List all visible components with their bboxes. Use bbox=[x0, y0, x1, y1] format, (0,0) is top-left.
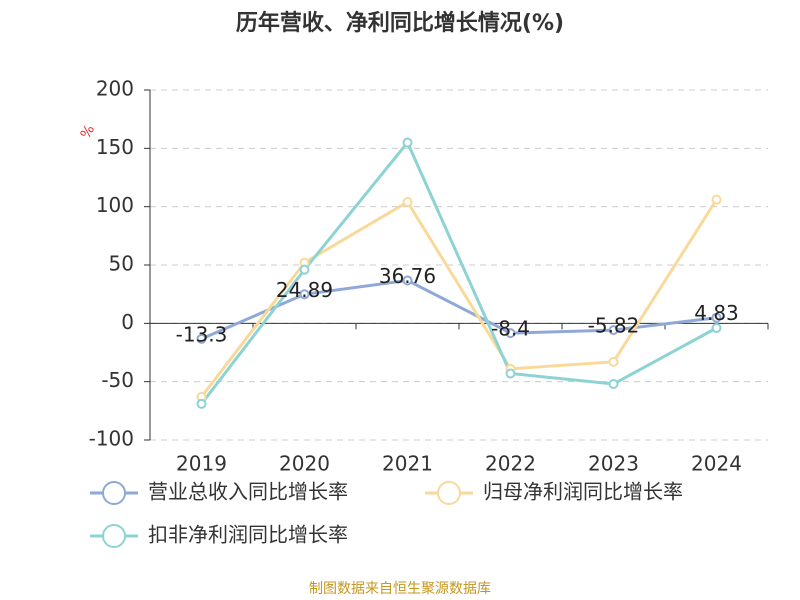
y-tick-label: -50 bbox=[101, 368, 134, 392]
data-point bbox=[402, 197, 413, 207]
y-tick-label: 0 bbox=[121, 310, 134, 334]
data-label: -13.3 bbox=[176, 322, 228, 346]
data-point bbox=[196, 333, 207, 344]
data-point bbox=[711, 194, 722, 205]
x-tick-label: 2020 bbox=[279, 452, 330, 476]
data-label: 4.83 bbox=[694, 301, 739, 325]
legend-marker bbox=[102, 481, 126, 505]
x-tick-label: 2021 bbox=[382, 452, 433, 476]
data-point bbox=[505, 368, 516, 379]
data-label: -5.82 bbox=[588, 314, 640, 338]
footer: 制图数据来自恒生聚源数据库 bbox=[309, 581, 491, 597]
legend-marker bbox=[102, 524, 126, 548]
y-tick-label: 100 bbox=[96, 193, 134, 217]
data-point bbox=[505, 328, 516, 339]
series-line bbox=[200, 198, 718, 398]
data-point bbox=[608, 379, 619, 389]
data-point bbox=[299, 264, 310, 275]
x-tick-label: 2023 bbox=[588, 452, 639, 476]
data-point bbox=[402, 275, 413, 286]
chart-title: 历年营收、净利同比增长情况(%) bbox=[236, 10, 564, 36]
data-point bbox=[608, 356, 619, 367]
y-tick-label: -100 bbox=[89, 427, 134, 451]
data-point bbox=[196, 398, 207, 409]
x-tick-label: 2022 bbox=[485, 452, 536, 476]
x-tick-label: 2019 bbox=[176, 452, 227, 476]
data-point bbox=[608, 325, 619, 336]
y-tick-label: 50 bbox=[109, 252, 134, 276]
data-point bbox=[299, 289, 310, 300]
series-line bbox=[200, 139, 718, 405]
data-label: 24.89 bbox=[276, 278, 333, 302]
data-label: 36.76 bbox=[379, 264, 436, 288]
legend-label: 营业总收入同比增长率 bbox=[148, 480, 348, 504]
data-point bbox=[711, 323, 722, 333]
x-tick-label: 2024 bbox=[691, 452, 742, 476]
data-point bbox=[711, 312, 722, 323]
data-point bbox=[402, 137, 413, 148]
y-tick-label: 150 bbox=[96, 135, 134, 159]
legend-label: 扣非净利润同比增长率 bbox=[148, 523, 348, 547]
legend-label: 归母净利润同比增长率 bbox=[483, 480, 683, 504]
series-line bbox=[200, 278, 717, 341]
data-label: -8.4 bbox=[491, 317, 530, 341]
y-tick-label: 200 bbox=[96, 77, 134, 101]
legend-marker bbox=[437, 481, 461, 505]
